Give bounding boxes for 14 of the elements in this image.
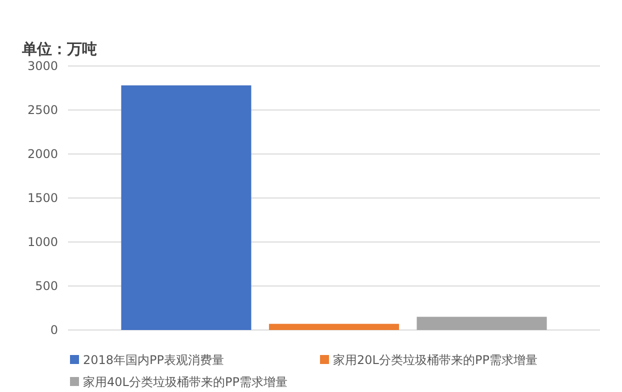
- bar: [268, 324, 400, 330]
- bar: [416, 316, 547, 330]
- y-tick-label: 3000: [27, 59, 58, 74]
- y-tick-label: 2500: [27, 103, 58, 118]
- y-tick-label: 0: [50, 323, 58, 338]
- bar: [121, 85, 252, 330]
- legend-label: 家用20L分类垃圾桶带来的PP需求增量: [333, 353, 538, 368]
- y-tick-label: 500: [35, 279, 58, 294]
- chart-title: 单位：万吨: [21, 40, 97, 58]
- y-tick-label: 2000: [27, 147, 58, 162]
- y-tick-label: 1500: [27, 191, 58, 206]
- legend-label: 2018年国内PP表观消费量: [83, 353, 224, 368]
- y-tick-label: 1000: [27, 235, 58, 250]
- legend-label: 家用40L分类垃圾桶带来的PP需求增量: [83, 375, 288, 390]
